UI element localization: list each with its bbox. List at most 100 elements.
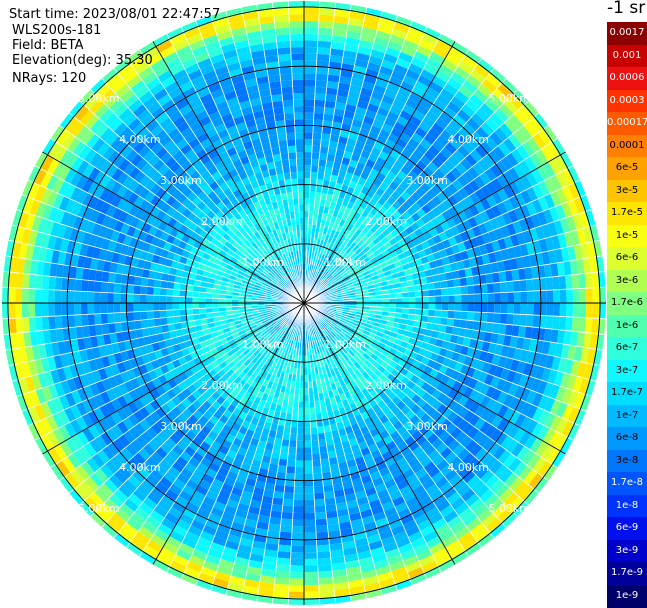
ppi-cell bbox=[161, 494, 176, 507]
ppi-cell bbox=[492, 88, 509, 104]
ppi-cell bbox=[456, 260, 465, 271]
ppi-cell bbox=[464, 328, 473, 339]
ppi-cell bbox=[347, 314, 355, 320]
ppi-cell bbox=[356, 100, 369, 110]
ppi-cell bbox=[426, 536, 442, 549]
ppi-cell bbox=[343, 486, 355, 496]
ppi-cell bbox=[369, 328, 378, 336]
ppi-cell bbox=[74, 303, 82, 316]
ppi-cell bbox=[432, 139, 445, 152]
ppi-cell bbox=[453, 132, 467, 146]
ppi-cell bbox=[395, 138, 408, 149]
ppi-cell bbox=[457, 531, 474, 546]
ppi-cell bbox=[310, 433, 319, 441]
ppi-cell bbox=[154, 349, 164, 360]
ppi-cell bbox=[538, 353, 549, 368]
ppi-cell bbox=[109, 493, 124, 508]
ppi-cell bbox=[130, 536, 147, 551]
ppi-cell bbox=[369, 303, 377, 307]
ppi-cell bbox=[519, 349, 529, 363]
ppi-cell bbox=[175, 456, 189, 468]
ppi-cell bbox=[589, 364, 600, 382]
ppi-cell bbox=[21, 303, 29, 318]
ppi-cell bbox=[22, 317, 30, 333]
ppi-cell bbox=[377, 71, 392, 83]
ppi-cell bbox=[269, 516, 282, 525]
ppi-cell bbox=[95, 380, 107, 394]
ppi-cell bbox=[118, 484, 133, 499]
ppi-cell bbox=[214, 529, 229, 541]
ppi-cell bbox=[414, 126, 428, 139]
ppi-cell bbox=[427, 282, 435, 290]
ppi-cell bbox=[447, 236, 458, 247]
ppi-cell bbox=[304, 14, 320, 22]
ppi-cell bbox=[224, 505, 238, 516]
ppi-cell bbox=[123, 461, 137, 475]
ppi-cell bbox=[362, 575, 379, 586]
ppi-cells bbox=[2, 1, 606, 605]
ppi-cell bbox=[526, 404, 538, 420]
ppi-cell bbox=[106, 388, 117, 402]
ppi-cell bbox=[318, 577, 334, 585]
ppi-cell bbox=[53, 444, 68, 461]
ppi-cell bbox=[234, 452, 246, 463]
ppi-cell bbox=[315, 273, 321, 281]
ppi-cell bbox=[388, 288, 396, 295]
ppi-cell bbox=[322, 358, 328, 366]
ppi-cell bbox=[520, 303, 528, 315]
ppi-cell bbox=[342, 274, 350, 281]
ppi-cell bbox=[535, 225, 545, 241]
ppi-cell bbox=[245, 450, 256, 460]
ppi-cell bbox=[34, 358, 44, 375]
ppi-cell bbox=[427, 316, 435, 324]
ppi-cell bbox=[312, 139, 322, 147]
ppi-cell bbox=[304, 552, 318, 560]
ppi-cell bbox=[222, 546, 238, 557]
ppi-cell bbox=[324, 364, 330, 372]
ppi-cell bbox=[184, 462, 197, 474]
ppi-cell bbox=[18, 377, 30, 395]
ppi-cell bbox=[409, 21, 427, 34]
ppi-cell bbox=[366, 335, 375, 343]
ppi-cell bbox=[338, 521, 352, 530]
ppi-cell bbox=[221, 373, 230, 382]
ppi-cell bbox=[370, 245, 379, 253]
ppi-cell bbox=[304, 388, 309, 395]
ppi-cell bbox=[466, 248, 476, 259]
ppi-cell bbox=[375, 241, 384, 249]
ppi-cell bbox=[317, 172, 325, 180]
ppi-cell bbox=[333, 489, 345, 498]
ppi-cell bbox=[87, 291, 95, 303]
ppi-cell bbox=[322, 320, 329, 327]
ppi-cell bbox=[323, 281, 330, 287]
ppi-cell bbox=[290, 552, 304, 560]
ppi-cell bbox=[439, 111, 453, 125]
ppi-cell bbox=[323, 173, 332, 181]
ppi-cell bbox=[313, 492, 325, 500]
ppi-cell bbox=[133, 452, 147, 466]
ppi-cell bbox=[339, 319, 346, 324]
ppi-cell bbox=[457, 447, 470, 461]
ppi-cell bbox=[427, 449, 441, 462]
ppi-cell bbox=[336, 333, 344, 341]
ppi-cell bbox=[395, 15, 413, 28]
ppi-cell bbox=[485, 322, 494, 333]
ppi-cell bbox=[267, 314, 275, 320]
ppi-cell bbox=[535, 440, 549, 457]
ppi-cell bbox=[375, 78, 389, 89]
ppi-cell bbox=[297, 427, 304, 435]
ppi-cell bbox=[28, 303, 36, 318]
ppi-cell bbox=[336, 508, 350, 517]
ppi-cell bbox=[311, 158, 320, 166]
ppi-cell bbox=[444, 367, 454, 378]
ppi-cell bbox=[446, 318, 455, 327]
ppi-cell bbox=[322, 350, 329, 359]
ppi-cell bbox=[356, 327, 364, 333]
ppi-cell bbox=[259, 328, 267, 334]
ppi-cell bbox=[346, 331, 354, 338]
ppi-cell bbox=[328, 457, 339, 466]
ppi-cell bbox=[219, 517, 233, 528]
ppi-cell bbox=[329, 322, 336, 328]
ppi-cell bbox=[561, 185, 574, 202]
ppi-cell bbox=[342, 354, 350, 362]
